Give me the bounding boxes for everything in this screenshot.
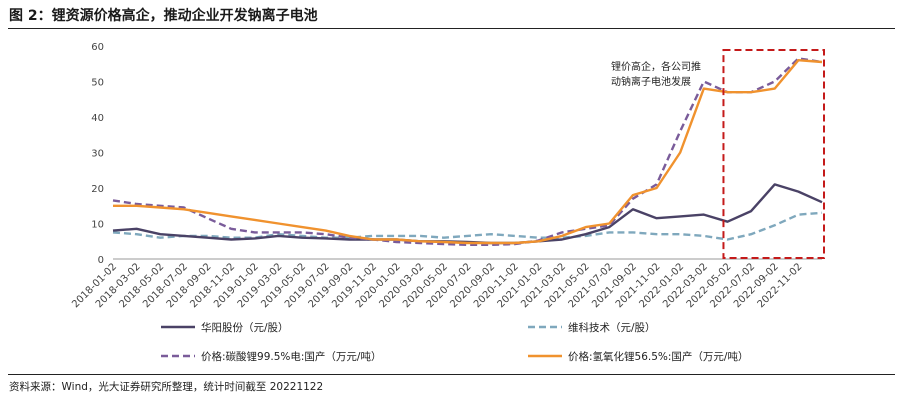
y-tick-label: 0 <box>98 255 104 266</box>
y-tick-label: 60 <box>91 42 104 53</box>
series-line <box>113 59 823 245</box>
legend-label: 华阳股份（元/股） <box>201 321 289 334</box>
y-axis: 0 10 20 30 40 50 60 <box>91 42 104 266</box>
series-line <box>112 211 823 241</box>
series-line <box>112 57 823 247</box>
y-tick-label: 10 <box>91 220 104 231</box>
x-axis: 2018-01-022018-03-022018-05-022018-07-02… <box>70 258 822 310</box>
legend-label: 价格:氢氧化锂56.5%:国产（万元/吨） <box>568 350 748 363</box>
source-note: 资料来源：Wind，光大证券研究所整理，统计时间截至 20221122 <box>9 381 324 393</box>
y-tick-label: 40 <box>91 113 104 124</box>
chart-title: 图 2：锂资源价格高企，推动企业开发钠离子电池 <box>9 8 318 24</box>
source-divider <box>8 374 895 375</box>
title-divider <box>8 28 895 29</box>
y-tick-label: 50 <box>91 78 104 89</box>
chart-legend: 华阳股份（元/股） 维科技术（元/股） 价格:碳酸锂99.5%电:国产（万元/吨） 价… <box>161 321 748 363</box>
y-tick-label: 30 <box>91 149 104 160</box>
annotation-text: 锂价高企，各公司推 <box>611 60 701 73</box>
y-tick-label: 20 <box>91 184 104 195</box>
legend-label: 价格:碳酸锂99.5%电:国产（万元/吨） <box>201 350 381 363</box>
chart-lines <box>112 57 823 247</box>
annotation-text: 动钠离子电池发展 <box>611 75 691 88</box>
highlight-box <box>722 49 826 259</box>
legend-label: 维科技术（元/股） <box>568 321 656 334</box>
